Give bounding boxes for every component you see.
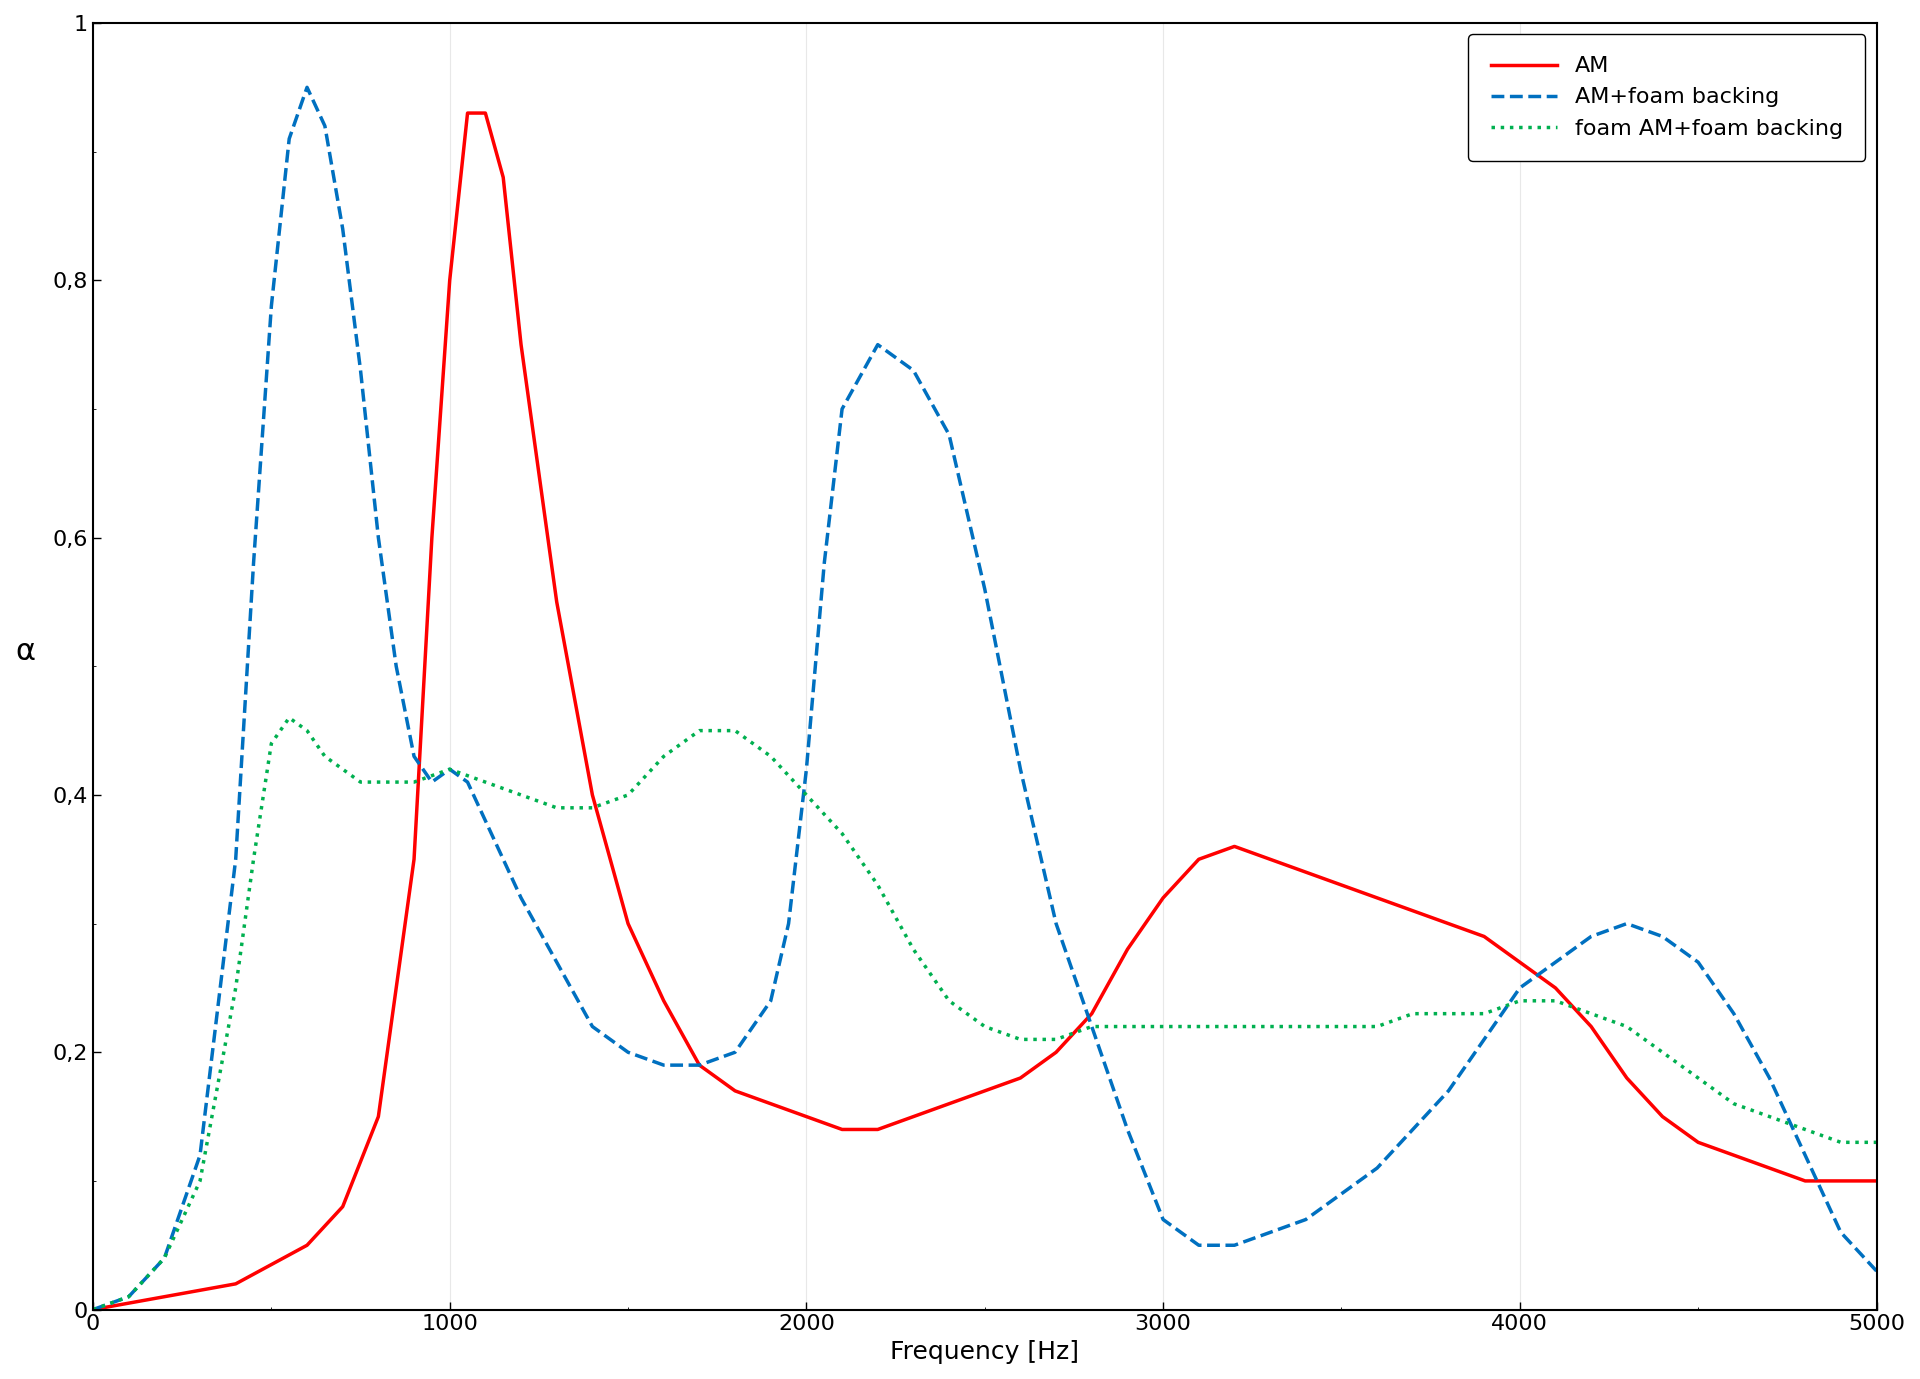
foam AM+foam backing <box>1864 1134 1887 1150</box>
Line: AM+foam backing: AM+foam backing <box>92 87 1876 1310</box>
AM <box>687 1056 710 1073</box>
AM+foam backing <box>582 1018 605 1034</box>
AM+foam backing <box>438 761 461 778</box>
AM+foam backing <box>81 1302 104 1318</box>
foam AM+foam backing <box>1686 1070 1709 1087</box>
Line: AM: AM <box>92 113 1876 1310</box>
foam AM+foam backing <box>438 761 461 778</box>
AM+foam backing <box>1864 1263 1887 1280</box>
AM+foam backing <box>1116 1121 1139 1138</box>
AM+foam backing <box>296 79 319 95</box>
Line: foam AM+foam backing: foam AM+foam backing <box>92 717 1876 1310</box>
AM <box>1294 863 1317 880</box>
AM+foam backing <box>545 954 568 971</box>
foam AM+foam backing <box>81 1302 104 1318</box>
AM+foam backing <box>474 812 497 829</box>
AM <box>1864 1172 1887 1189</box>
AM <box>509 336 532 353</box>
foam AM+foam backing <box>1830 1134 1853 1150</box>
AM <box>457 105 480 121</box>
AM+foam backing <box>349 363 372 379</box>
Y-axis label: α: α <box>15 637 35 666</box>
AM <box>1402 902 1425 918</box>
foam AM+foam backing <box>687 723 710 739</box>
AM <box>1830 1172 1853 1189</box>
AM <box>81 1302 104 1318</box>
foam AM+foam backing <box>278 709 301 725</box>
foam AM+foam backing <box>349 774 372 790</box>
foam AM+foam backing <box>259 735 282 752</box>
X-axis label: Frequency [Hz]: Frequency [Hz] <box>891 1340 1079 1364</box>
Legend: AM, AM+foam backing, foam AM+foam backing: AM, AM+foam backing, foam AM+foam backin… <box>1469 34 1866 161</box>
AM <box>653 993 676 1009</box>
